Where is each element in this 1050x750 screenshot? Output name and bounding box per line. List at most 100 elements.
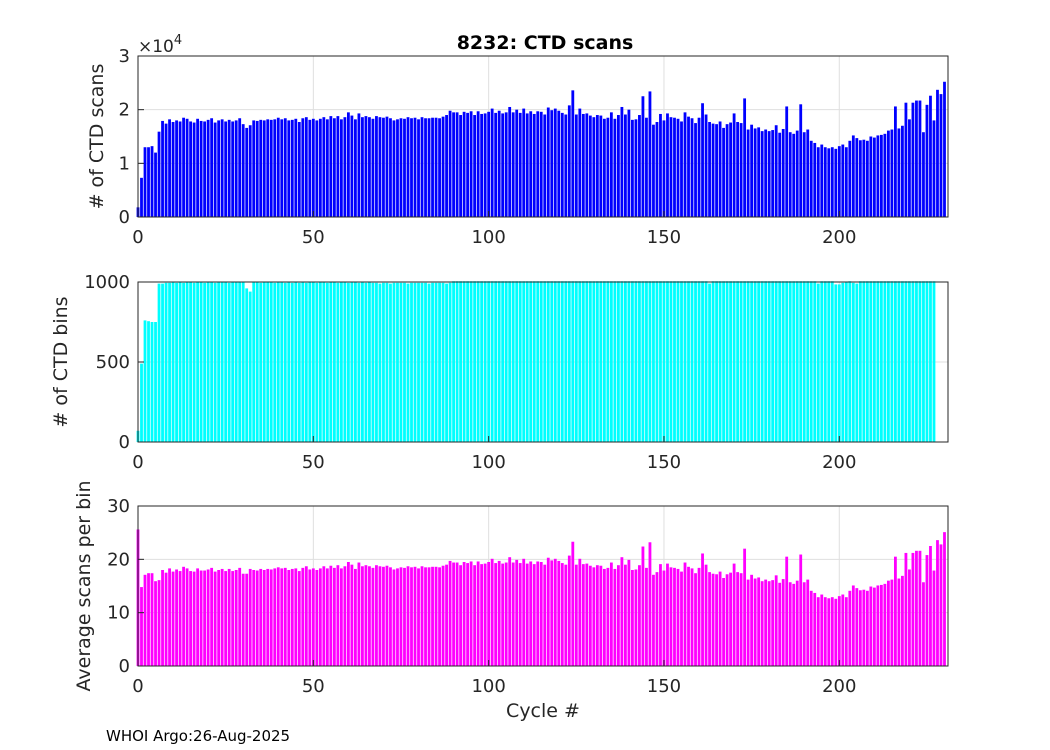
ctd-bins-bar (213, 282, 217, 442)
ctd-scans-bar (525, 113, 529, 217)
avg-scans-bar (567, 555, 571, 666)
avg-scans-bar (438, 567, 441, 666)
ctd-bins-bar (462, 281, 466, 442)
avg-scans-bar (858, 590, 862, 666)
ctd-scans-bar (476, 111, 480, 217)
ctd-bins-bar (564, 281, 568, 442)
avg-scans-bar (792, 583, 796, 666)
ctd-bins-bar (627, 281, 631, 442)
ctd-bins-bar (816, 283, 820, 442)
ctd-bins-bar (599, 281, 603, 442)
avg-scans-bar (329, 565, 333, 666)
avg-scans-bar (161, 570, 164, 666)
ctd-bins-bar (858, 281, 862, 442)
ctd-scans-bar (571, 90, 575, 217)
avg-scans-bar (368, 566, 371, 666)
ctd-bins-bar (809, 281, 813, 442)
ctd-scans-plot-area (138, 56, 948, 217)
avg-scans-bar (659, 564, 662, 666)
ctd-scans-bar (378, 117, 382, 217)
avg-scans-bar (788, 582, 792, 666)
avg-scans-bar (234, 570, 238, 666)
ctd-scans-bar (490, 108, 494, 217)
ctd-scans-bar (522, 108, 526, 217)
avg-scans-bar (483, 563, 487, 666)
ctd-bins-bar (441, 282, 445, 442)
avg-scans-bar (494, 563, 498, 666)
ctd-bins-bar (894, 281, 897, 442)
ctd-bins-ytick-label: 0 (119, 432, 130, 453)
ctd-bins-bar (301, 282, 305, 442)
ctd-bins-bar (722, 281, 725, 442)
ctd-scans-bar (248, 125, 252, 217)
avg-scans-bar (143, 574, 147, 666)
ctd-scans-bar (781, 128, 785, 217)
avg-scans-bar (322, 566, 326, 666)
avg-scans-bar (588, 565, 592, 666)
avg-scans-bar (504, 562, 508, 666)
ctd-scans-bar (739, 123, 743, 217)
ctd-bins-bar (774, 281, 778, 442)
avg-scans-bar (515, 559, 519, 666)
ctd-bins-bar (445, 283, 448, 442)
avg-scans-bar (297, 571, 301, 666)
avg-scans-bar (701, 553, 704, 666)
ctd-bins-bar (273, 282, 277, 442)
ctd-bins-bar (350, 282, 354, 442)
ctd-bins-bar (378, 283, 382, 442)
ctd-scans-bar (178, 121, 182, 217)
ctd-bins-bar (844, 282, 848, 442)
ctd-scans-bar (599, 115, 603, 217)
ctd-bins-bar (343, 282, 347, 442)
avg-scans-bar (760, 581, 764, 666)
ctd-bins-bar (546, 281, 550, 442)
ctd-scans-bar (669, 117, 673, 217)
ctd-bins-bar (143, 320, 147, 442)
avg-scans-bar (164, 572, 168, 666)
ctd-scans-bar (466, 112, 470, 217)
ctd-scans-bar (266, 119, 270, 217)
avg-scans-bar (410, 567, 413, 666)
ctd-bins-bar (336, 282, 340, 442)
ctd-bins-bar (434, 282, 438, 442)
avg-scans-bar (199, 570, 203, 666)
ctd-bins-bar (606, 281, 610, 442)
ctd-bins-bar (525, 281, 529, 442)
avg-scans-bar (318, 568, 322, 666)
avg-scans-bar (943, 532, 946, 666)
ctd-scans-bar (567, 105, 571, 217)
ctd-bins-y-axis-label: # of CTD bins (50, 296, 72, 427)
ctd-bins-bar (269, 282, 273, 442)
avg-scans-bar (294, 568, 298, 666)
ctd-scans-bar (294, 118, 298, 217)
ctd-scans-bar (385, 116, 389, 217)
ctd-bins-bar (918, 281, 922, 442)
ctd-bins-bar (157, 283, 161, 442)
ctd-scans-bar (659, 113, 662, 217)
avg-scans-bar (350, 564, 354, 666)
ctd-bins-bar (371, 282, 375, 442)
avg-scans-bar (550, 560, 554, 666)
ctd-scans-bar (350, 115, 354, 217)
ctd-scans-bar (564, 114, 568, 217)
ctd-bins-bar (231, 282, 235, 442)
ctd-bins-bar (708, 283, 711, 442)
ctd-bins-bar (147, 321, 150, 442)
ctd-bins-bar (182, 282, 185, 442)
ctd-bins-bar (886, 281, 890, 442)
ctd-scans-bar (704, 114, 708, 217)
avg-scans-bar (375, 565, 378, 666)
ctd-bins-bar (322, 282, 326, 442)
ctd-scans-bar (862, 139, 866, 217)
ctd-scans-bar (171, 122, 175, 217)
ctd-bins-bar (879, 281, 883, 442)
avg-scans-bar (213, 571, 217, 666)
avg-scans-bar (883, 583, 887, 666)
avg-scans-bar (652, 574, 655, 666)
ctd-bins-bar (785, 281, 789, 442)
ctd-bins-bar (806, 281, 810, 442)
ctd-bins-bar (392, 282, 396, 442)
ctd-scans-bar (673, 117, 676, 217)
ctd-bins-xtick-label: 200 (822, 452, 856, 473)
